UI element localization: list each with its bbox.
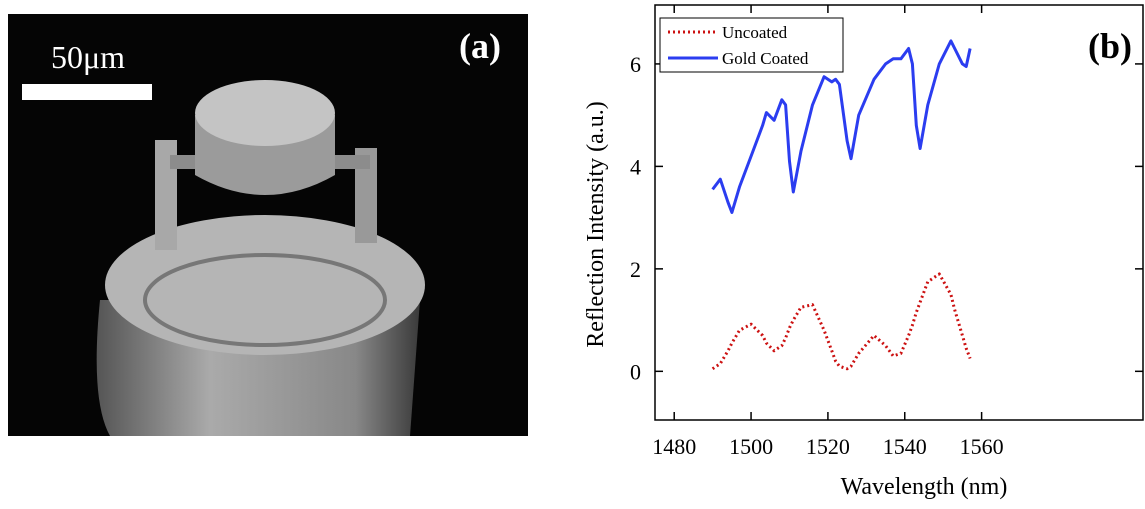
y-tick-label: 0 xyxy=(630,359,641,384)
legend-label: Gold Coated xyxy=(722,49,809,68)
panel-label: (b) xyxy=(1088,26,1132,66)
x-tick-label: 1560 xyxy=(960,434,1004,459)
y-tick-label: 6 xyxy=(630,52,641,77)
y-axis-title: Reflection Intensity (a.u.) xyxy=(583,101,609,348)
chart: 0 2 4 6 1480 1500 1520 1540 1560 Wavelength (nm) R… xyxy=(583,5,1143,500)
sem-image: 50μm (a) xyxy=(8,14,528,436)
page: 50μm (a) 0 2 4 6 1480 1500 1520 1540 1560 Wavelen… xyxy=(0,0,1145,504)
x-tick-label: 1480 xyxy=(652,434,696,459)
x-tick-label: 1500 xyxy=(729,434,773,459)
series-line xyxy=(713,274,971,369)
y-tick-label: 2 xyxy=(630,257,641,282)
x-tick-label: 1520 xyxy=(806,434,850,459)
panel-label: (a) xyxy=(459,26,501,66)
x-axis-title: Wavelength (nm) xyxy=(841,474,1008,500)
legend-label: Uncoated xyxy=(722,23,788,42)
x-tick-label: 1540 xyxy=(883,434,927,459)
figure: 50μm (a) 0 2 4 6 1480 1500 1520 1540 1560 Wavelen… xyxy=(0,0,1145,504)
scale-bar-label: 50μm xyxy=(51,39,125,75)
y-tick-label: 4 xyxy=(630,154,641,179)
